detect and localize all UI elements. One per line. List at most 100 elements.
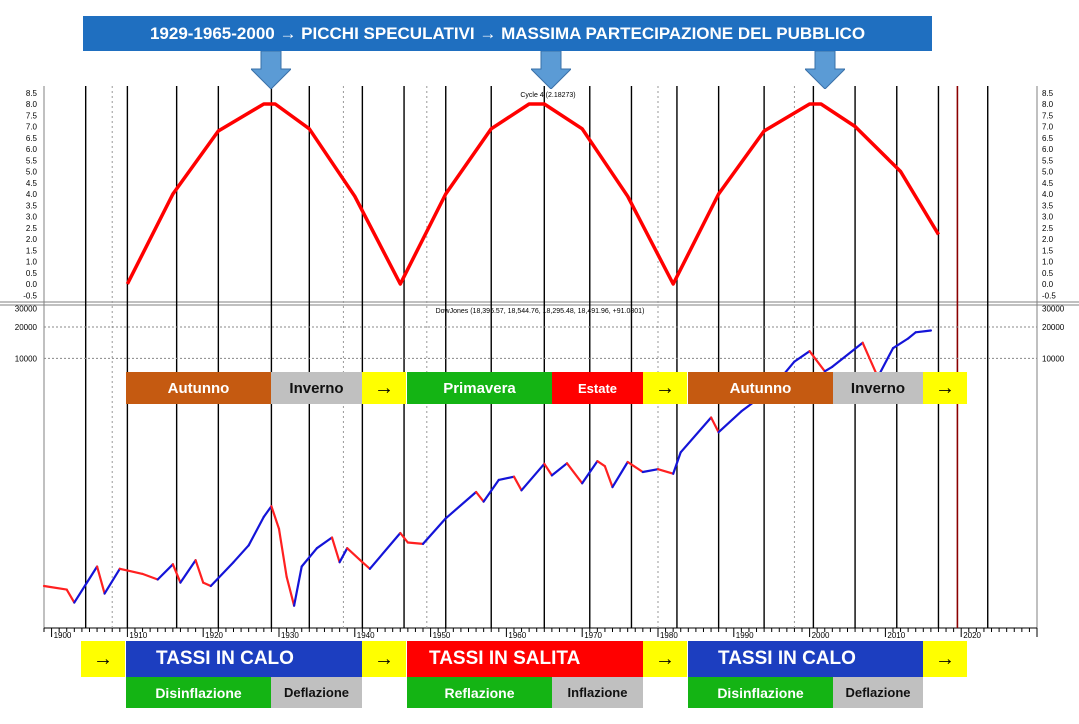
dow-series-segment xyxy=(656,468,675,475)
y-tick-label: 6.0 xyxy=(26,145,38,154)
y-tick-label: 7.0 xyxy=(26,123,38,132)
phase-label: Disinflazione xyxy=(717,684,804,701)
dow-series-segment xyxy=(512,475,523,492)
season-label: Autunno xyxy=(167,379,230,397)
dow-series-segment xyxy=(209,561,235,588)
phase-disinflazione-2: Disinflazione xyxy=(688,677,833,708)
dow-series-segment xyxy=(444,490,478,520)
season-estate: Estate xyxy=(552,372,643,404)
y-tick-label: 0.5 xyxy=(26,269,38,278)
phase-label: Reflazione xyxy=(444,684,515,701)
dow-series-segment xyxy=(482,478,500,503)
x-tick-label: 1930 xyxy=(281,631,299,640)
y-tick-label: 0.5 xyxy=(1042,269,1054,278)
x-tick-label: 1900 xyxy=(54,631,72,640)
dow-series-segment xyxy=(581,460,599,485)
y-tick-label: 6.5 xyxy=(26,134,38,143)
rates-arrow-1: → xyxy=(81,641,125,677)
x-tick-label: 1990 xyxy=(736,631,754,640)
dow-series-segment xyxy=(42,584,68,591)
phase-label: Deflazione xyxy=(845,685,911,700)
dow-series-segment xyxy=(823,365,834,373)
y-tick-label: 0.0 xyxy=(1042,280,1054,289)
y-tick-label: 4.5 xyxy=(1042,179,1054,188)
dow-series-segment xyxy=(861,341,879,379)
dow-series-segment xyxy=(565,462,584,485)
dow-series-segment xyxy=(330,536,341,564)
phase-label: Deflazione xyxy=(283,685,349,700)
dow-series-segment xyxy=(717,410,743,434)
dow-series-segment xyxy=(171,563,182,584)
x-tick-label: 2000 xyxy=(812,631,830,640)
y-tick-label: 2.5 xyxy=(26,224,38,233)
y-tick-label: 3.5 xyxy=(26,201,38,210)
rates-arrow-2: → xyxy=(362,641,406,677)
dow-series-segment xyxy=(338,547,349,564)
y-tick-label: 5.0 xyxy=(1042,168,1054,177)
x-tick-label: 1980 xyxy=(660,631,678,640)
dow-series-segment xyxy=(475,490,485,503)
dow-series-segment xyxy=(406,541,425,546)
phase-deflazione-1: Deflazione xyxy=(271,677,362,708)
season-arrow-3: → xyxy=(923,372,967,404)
cycle-chart-title: Cycle 4 (2.18273) xyxy=(520,92,575,99)
dow-series-segment xyxy=(368,531,402,570)
dow-series-segment xyxy=(641,468,660,474)
phase-deflazione-2: Deflazione xyxy=(833,677,923,708)
dow-series-segment xyxy=(202,581,212,588)
x-tick-label: 1950 xyxy=(433,631,451,640)
dow-series-segment xyxy=(596,460,607,468)
rates-arrow-4: → xyxy=(923,641,967,677)
peak-arrow-icon-1965 xyxy=(531,51,571,89)
phase-inflazione: Inflazione xyxy=(552,677,643,708)
x-tick-label: 1960 xyxy=(508,631,526,640)
y-tick-label: 4.0 xyxy=(26,190,38,199)
y-tick-label: 6.0 xyxy=(1042,145,1054,154)
season-label: Inverno xyxy=(289,379,344,397)
x-tick-label: 2010 xyxy=(887,631,905,640)
dow-series-segment xyxy=(550,462,569,477)
arrow-right-icon: → xyxy=(655,376,675,399)
dow-series-segment xyxy=(346,547,364,564)
dow-series-segment xyxy=(270,505,281,531)
x-tick-label: 1940 xyxy=(357,631,375,640)
season-arrow-2: → xyxy=(643,372,687,404)
dow-series-segment xyxy=(891,337,910,350)
y-tick-label: 1.5 xyxy=(26,246,38,255)
y-tick-label: 20000 xyxy=(1042,323,1065,332)
rates-salita: TASSI IN SALITA xyxy=(407,641,643,677)
phase-disinflazione-1: Disinflazione xyxy=(126,677,271,708)
dow-series-segment xyxy=(626,460,644,474)
dow-series-segment xyxy=(679,416,713,454)
season-label: Primavera xyxy=(443,379,516,397)
dow-series-segment xyxy=(906,331,917,340)
dow-series-segment xyxy=(361,561,371,570)
season-arrow-1: → xyxy=(362,372,406,404)
arrow-right-icon: → xyxy=(935,647,955,670)
dow-series-segment xyxy=(709,416,720,434)
phase-label: Disinflazione xyxy=(155,684,242,701)
y-tick-label: 10000 xyxy=(1042,354,1065,363)
dow-series-segment xyxy=(65,588,76,604)
season-autunno-2: Autunno xyxy=(688,372,833,404)
dow-series-segment xyxy=(603,465,614,489)
dow-series-segment xyxy=(118,567,144,576)
dow-series-segment xyxy=(141,572,159,581)
dow-series-segment xyxy=(808,350,826,373)
y-tick-label: 30000 xyxy=(1042,305,1065,314)
peak-arrow-icon-2000 xyxy=(805,51,845,89)
y-tick-label: 8.5 xyxy=(26,89,38,98)
y-tick-label: 3.5 xyxy=(1042,201,1054,210)
dow-series-segment xyxy=(497,475,516,481)
y-tick-label: 2.5 xyxy=(1042,224,1054,233)
dow-series-segment xyxy=(232,544,250,564)
y-tick-label: -0.5 xyxy=(1042,291,1056,300)
y-tick-label: 4.0 xyxy=(1042,190,1054,199)
y-tick-label: -0.5 xyxy=(23,291,37,300)
headline-text: 1929-1965-2000 → PICCHI SPECULATIVI → MA… xyxy=(149,23,866,43)
y-tick-label: 5.0 xyxy=(26,168,38,177)
y-tick-label: 2.0 xyxy=(1042,235,1054,244)
y-tick-label: 30000 xyxy=(15,305,38,314)
phase-label: Inflazione xyxy=(567,685,628,700)
dow-series-segment xyxy=(247,515,265,547)
